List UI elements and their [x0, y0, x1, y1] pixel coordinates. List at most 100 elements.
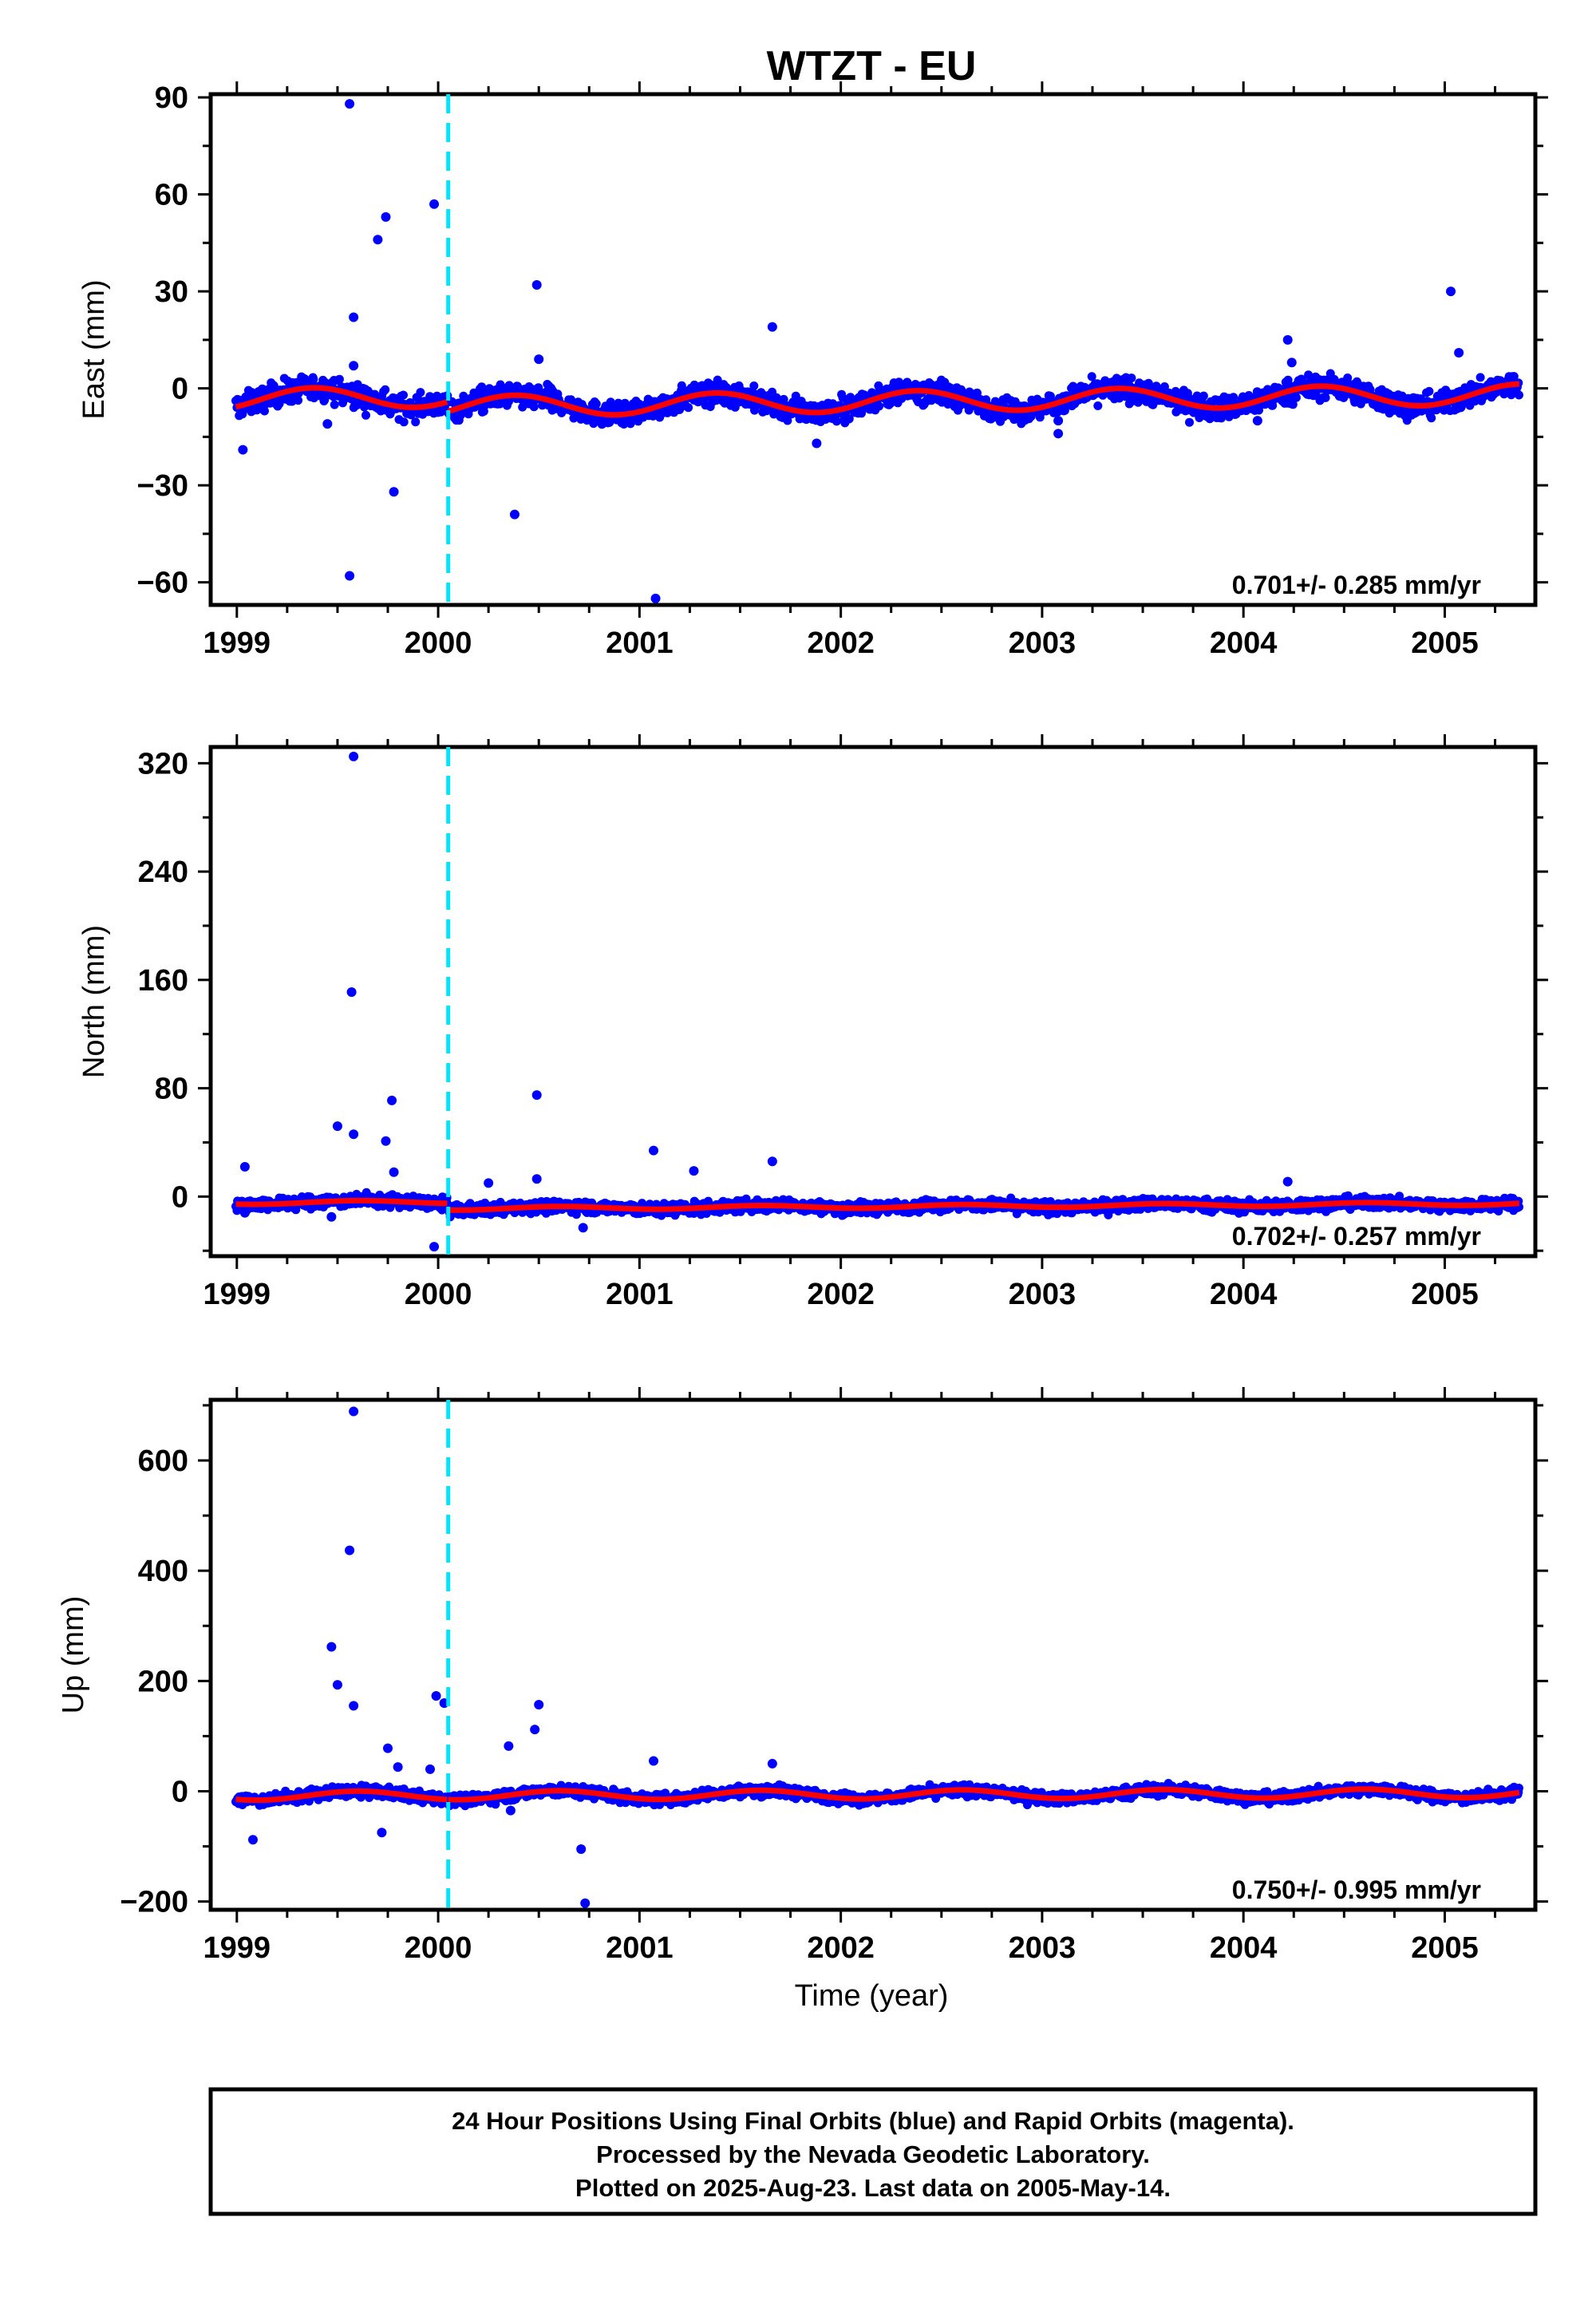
up-outlier-point: [377, 1828, 387, 1838]
east-outlier-point: [238, 445, 248, 455]
east-x-tick-label: 2000: [405, 626, 472, 660]
east-rate-label: 0.701+/- 0.285 mm/yr: [1232, 571, 1481, 599]
east-x-tick-label: 2002: [807, 626, 875, 660]
north-outlier-point: [332, 1121, 342, 1132]
up-outlier-point: [649, 1756, 659, 1766]
east-x-tick-label: 2001: [606, 626, 674, 660]
up-outlier-point: [530, 1725, 540, 1735]
north-y-tick-label: 80: [155, 1073, 188, 1106]
east-model-curve: [235, 385, 448, 411]
east-plot-frame: [208, 92, 1538, 607]
north-rate-label: 0.702+/- 0.257 mm/yr: [1232, 1222, 1481, 1251]
north-outlier-point: [349, 751, 359, 761]
up-outlier-point: [326, 1642, 337, 1652]
up-y-tick-label: 400: [138, 1555, 188, 1588]
panel-up: 1999 2000 2001 2002 2003 2004 20056004002000−2…: [57, 1387, 1548, 1965]
east-outlier-point: [381, 211, 391, 222]
east-y-tick-label: 60: [155, 179, 188, 212]
up-outlier-point: [383, 1743, 393, 1753]
east-outlier-point: [1282, 334, 1293, 345]
up-model-curve: [448, 1786, 1520, 1803]
panel-east: 1999 2000 2001 2002 2003 2004 2005 90 60 30 0 −30 −6…: [77, 81, 1548, 660]
north-x-tick-label: 2002: [807, 1278, 875, 1311]
up-outlier-point: [504, 1741, 514, 1751]
up-x-tick-label: 2004: [1210, 1931, 1278, 1965]
north-outlier-point: [429, 1242, 440, 1252]
north-outlier-point: [1282, 1176, 1293, 1187]
east-outlier-point: [650, 593, 661, 603]
east-outlier-point: [1286, 358, 1297, 368]
east-x-tick-label: 1999: [203, 626, 271, 660]
footer-box: [208, 2087, 1538, 2216]
up-y-tick-label: 200: [138, 1665, 188, 1698]
up-x-tick-label: 2001: [606, 1931, 674, 1965]
north-x-tick-label: 2001: [606, 1278, 674, 1311]
up-y-axis-label: Up (mm): [57, 1596, 90, 1714]
east-model-curve: [447, 381, 1519, 418]
east-outlier-point: [812, 438, 822, 449]
up-outlier-point: [534, 1700, 544, 1710]
east-outlier-point: [1252, 416, 1262, 426]
up-outlier-point: [345, 1545, 355, 1555]
north-outlier-point: [346, 987, 357, 998]
east-outlier-point: [1446, 287, 1456, 297]
east-y-tick-label: 30: [155, 275, 188, 309]
east-outlier-point: [389, 487, 399, 497]
east-y-axis-label: East (mm): [77, 279, 111, 419]
up-y-tick-label: −200: [120, 1886, 188, 1919]
up-plot-frame: [208, 1397, 1538, 1912]
up-x-tick-label: 2003: [1009, 1931, 1077, 1965]
north-x-tick-label: 2003: [1009, 1278, 1077, 1311]
up-outlier-point: [349, 1701, 359, 1711]
up-outlier-point: [247, 1835, 258, 1845]
east-outlier-point: [509, 509, 519, 520]
east-outlier-point: [349, 361, 359, 371]
up-x-tick-label: 2000: [405, 1931, 472, 1965]
east-outlier-point: [345, 99, 355, 109]
north-model-curve: [448, 1199, 1519, 1213]
up-y-tick-label: 600: [138, 1445, 188, 1478]
north-outlier-point: [389, 1167, 399, 1177]
up-model-curve: [235, 1788, 448, 1804]
north-outlier-point: [239, 1162, 250, 1172]
north-outlier-point: [326, 1211, 337, 1222]
x-axis-label: Time (year): [795, 1979, 949, 2013]
north-y-tick-label: 320: [138, 747, 188, 781]
north-outlier-point: [689, 1166, 699, 1176]
north-y-tick-label: 0: [172, 1180, 188, 1214]
up-outlier-point: [505, 1805, 516, 1816]
footer-line-1: 24 Hour Positions Using Final Orbits (bl…: [452, 2107, 1294, 2135]
east-outlier-point: [534, 354, 544, 365]
east-outlier-point: [531, 279, 542, 290]
up-y-tick-label: 0: [172, 1775, 188, 1808]
east-y-tick-label: 90: [155, 81, 188, 115]
up-x-tick-label: 2002: [807, 1931, 875, 1965]
up-position-points: [231, 1779, 1523, 1811]
footer-line-2: Processed by the Nevada Geodetic Laborat…: [596, 2140, 1150, 2168]
east-outlier-point: [1053, 416, 1064, 426]
north-outlier-point: [767, 1156, 777, 1167]
east-outlier-point: [767, 322, 777, 332]
east-x-tick-label: 2004: [1210, 626, 1278, 660]
up-outlier-point: [431, 1690, 441, 1701]
up-outlier-point: [580, 1898, 591, 1908]
footer-line-3: Plotted on 2025-Aug-23. Last data on 200…: [575, 2174, 1171, 2202]
north-y-tick-label: 240: [138, 856, 188, 889]
north-x-tick-label: 2005: [1411, 1278, 1479, 1311]
north-model-curve: [235, 1197, 448, 1207]
north-y-axis-label: North (mm): [77, 925, 111, 1078]
east-outlier-point: [345, 571, 355, 581]
north-x-tick-label: 2000: [405, 1278, 472, 1311]
east-outlier-point: [1053, 429, 1064, 439]
north-outlier-point: [381, 1136, 391, 1146]
east-outlier-point: [373, 235, 383, 245]
up-x-tick-label: 1999: [203, 1931, 271, 1965]
east-outlier-point: [429, 199, 440, 209]
east-y-tick-label: −60: [137, 567, 188, 600]
up-outlier-point: [393, 1762, 403, 1773]
north-outlier-point: [531, 1174, 542, 1184]
up-x-tick-label: 2005: [1411, 1931, 1479, 1965]
east-x-tick-label: 2005: [1411, 626, 1479, 660]
east-y-tick-label: −30: [137, 469, 188, 503]
